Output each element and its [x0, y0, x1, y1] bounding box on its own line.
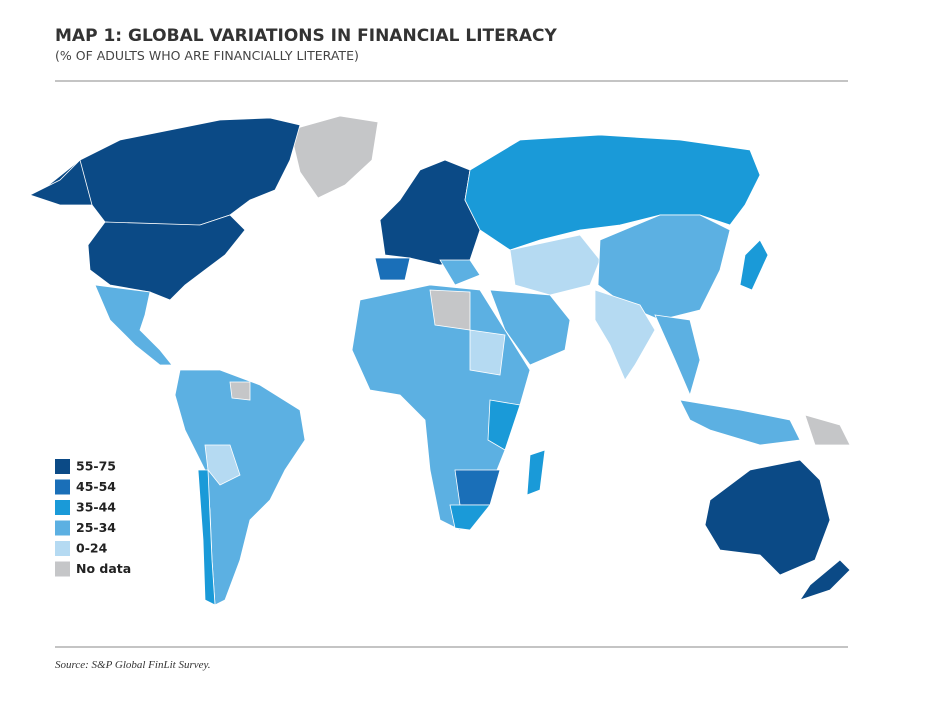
legend-label: 55-75 [76, 459, 116, 474]
legend-swatch [55, 561, 70, 577]
legend-swatch [55, 541, 70, 556]
world-map [28, 115, 851, 606]
legend-label: 45-54 [76, 479, 116, 494]
legend-label: 25-34 [76, 520, 116, 535]
legend-swatch [55, 479, 70, 495]
legend-label: 35-44 [76, 500, 116, 515]
legend-swatch [55, 459, 70, 474]
legend-label: 0-24 [76, 541, 108, 556]
subtitle: (% OF ADULTS WHO ARE FINANCIALLY LITERAT… [55, 48, 359, 63]
legend-swatch [55, 520, 70, 536]
legend-swatch [55, 500, 70, 515]
legend-label: No data [76, 561, 131, 576]
source: Source: S&P Global FinLit Survey. [55, 659, 211, 671]
legend: 55-75 45-54 35-44 25-34 0-24 No data [55, 459, 131, 577]
title: MAP 1: GLOBAL VARIATIONS IN FINANCIAL LI… [55, 26, 557, 46]
